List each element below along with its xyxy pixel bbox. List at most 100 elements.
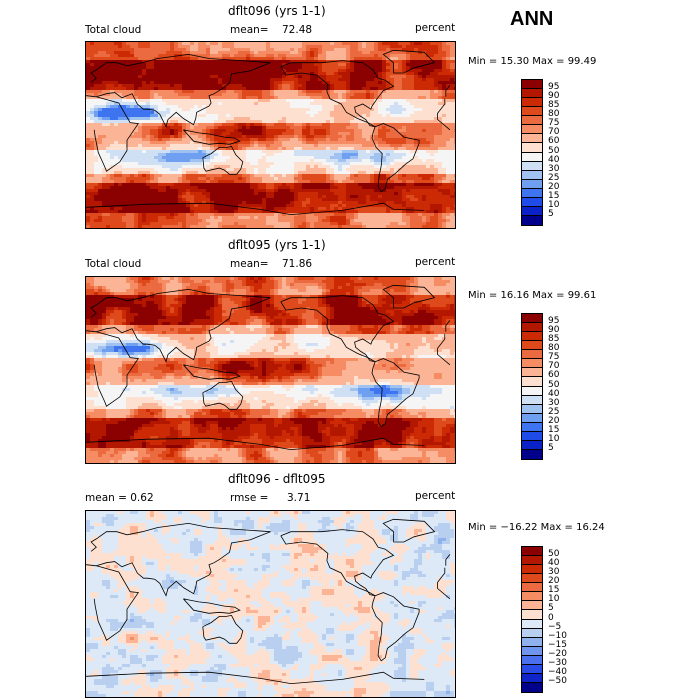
panel1-mean-label: mean= — [230, 24, 269, 36]
colorbar-swatch — [522, 98, 542, 108]
colorbar-label: −15 — [548, 639, 567, 650]
colorbar-label: 15 — [548, 585, 560, 596]
colorbar-swatch — [522, 206, 542, 216]
colorbar-swatch — [522, 89, 542, 99]
panel3-mean: mean = 0.62 — [85, 492, 154, 504]
panel3-colorbar — [521, 546, 543, 693]
colorbar-label: −20 — [548, 648, 567, 659]
colorbar-label: 40 — [548, 558, 560, 569]
colorbar-label: 20 — [548, 181, 560, 192]
colorbar-label: 30 — [548, 397, 560, 408]
colorbar-swatch — [522, 179, 542, 189]
coastline — [183, 129, 241, 145]
colorbar-swatch — [522, 664, 542, 674]
colorbar-swatch — [522, 323, 542, 333]
colorbar-label: 70 — [548, 361, 560, 372]
colorbar-swatch — [522, 188, 542, 198]
colorbar-swatch — [522, 583, 542, 593]
coastline — [183, 598, 241, 614]
panel3-units: percent — [415, 490, 456, 502]
panel1-variable: Total cloud — [85, 24, 142, 36]
colorbar-label: 5 — [548, 208, 554, 219]
colorbar-label: 10 — [548, 433, 560, 444]
coastline — [93, 331, 451, 407]
panel1-mean-value: 72.48 — [282, 24, 313, 36]
panel2-mean-value: 71.86 — [282, 258, 313, 270]
coastline — [382, 49, 436, 74]
coastline — [371, 123, 420, 193]
coastline — [86, 671, 425, 685]
coastline — [280, 60, 395, 128]
coastline — [93, 96, 451, 172]
coastline — [280, 529, 395, 597]
colorbar-label: 30 — [548, 567, 560, 578]
colorbar-swatch — [522, 152, 542, 162]
colorbar-swatch — [522, 125, 542, 135]
coastline — [86, 53, 451, 128]
map-field — [86, 277, 455, 463]
panel2-mean-label: mean= — [230, 258, 269, 270]
coastline — [202, 614, 244, 644]
colorbar-label: 80 — [548, 109, 560, 120]
colorbar-label: −30 — [548, 657, 567, 668]
panel2-map — [85, 276, 456, 464]
colorbar-label: 10 — [548, 199, 560, 210]
coastline — [280, 295, 395, 363]
panel1-minmax: Min = 15.30 Max = 99.49 — [468, 56, 597, 67]
colorbar-label: 15 — [548, 424, 560, 435]
colorbar-label: 90 — [548, 325, 560, 336]
colorbar-label: 15 — [548, 190, 560, 201]
coastline — [86, 202, 425, 216]
colorbar-swatch — [522, 655, 542, 665]
colorbar-swatch — [522, 682, 542, 692]
panel2-map-svg — [86, 277, 455, 463]
panel3-rmse-label: rmse = — [230, 492, 269, 504]
colorbar-swatch — [522, 161, 542, 171]
colorbar-label: 20 — [548, 415, 560, 426]
coastline — [371, 592, 420, 662]
colorbar-label: 90 — [548, 91, 560, 102]
panel1-title: dflt096 (yrs 1-1) — [228, 4, 326, 18]
colorbar-label: 40 — [548, 388, 560, 399]
panel3-rmse-value: 3.71 — [287, 492, 311, 504]
colorbar-label: 95 — [548, 82, 560, 93]
coastlines — [86, 49, 451, 216]
colorbar-swatch — [522, 592, 542, 602]
colorbar-swatch — [522, 556, 542, 566]
colorbar-label: 25 — [548, 406, 560, 417]
colorbar-label: 70 — [548, 127, 560, 138]
map-field — [86, 42, 455, 228]
colorbar-label: 30 — [548, 163, 560, 174]
colorbar-swatch — [522, 565, 542, 575]
colorbar-label: 95 — [548, 316, 560, 327]
panel2-colorbar — [521, 313, 543, 460]
colorbar-swatch — [522, 143, 542, 153]
colorbar-swatch — [522, 341, 542, 351]
colorbar-label: 5 — [548, 603, 554, 614]
colorbar-swatch — [522, 673, 542, 683]
panel2-minmax: Min = 16.16 Max = 99.61 — [468, 290, 597, 301]
colorbar-swatch — [522, 404, 542, 414]
colorbar-label: −50 — [548, 675, 567, 686]
colorbar-swatch — [522, 215, 542, 225]
panel2-title: dflt095 (yrs 1-1) — [228, 238, 326, 252]
colorbar-swatch — [522, 107, 542, 117]
colorbar-label: 50 — [548, 145, 560, 156]
colorbar-swatch — [522, 628, 542, 638]
colorbar-label: −40 — [548, 666, 567, 677]
colorbar-label: 40 — [548, 154, 560, 165]
colorbar-swatch — [522, 422, 542, 432]
panel1-map — [85, 41, 456, 229]
colorbar-label: 50 — [548, 379, 560, 390]
colorbar-label: 25 — [548, 172, 560, 183]
coastline — [93, 565, 451, 641]
colorbar-swatch — [522, 350, 542, 360]
colorbar-label: 60 — [548, 370, 560, 381]
panel2-variable: Total cloud — [85, 258, 142, 270]
panel1-map-svg — [86, 42, 455, 228]
colorbar-swatch — [522, 368, 542, 378]
colorbar-swatch — [522, 386, 542, 396]
panel3-title: dflt096 - dflt095 — [228, 472, 326, 486]
colorbar-label: −10 — [548, 630, 567, 641]
colorbar-swatch — [522, 359, 542, 369]
